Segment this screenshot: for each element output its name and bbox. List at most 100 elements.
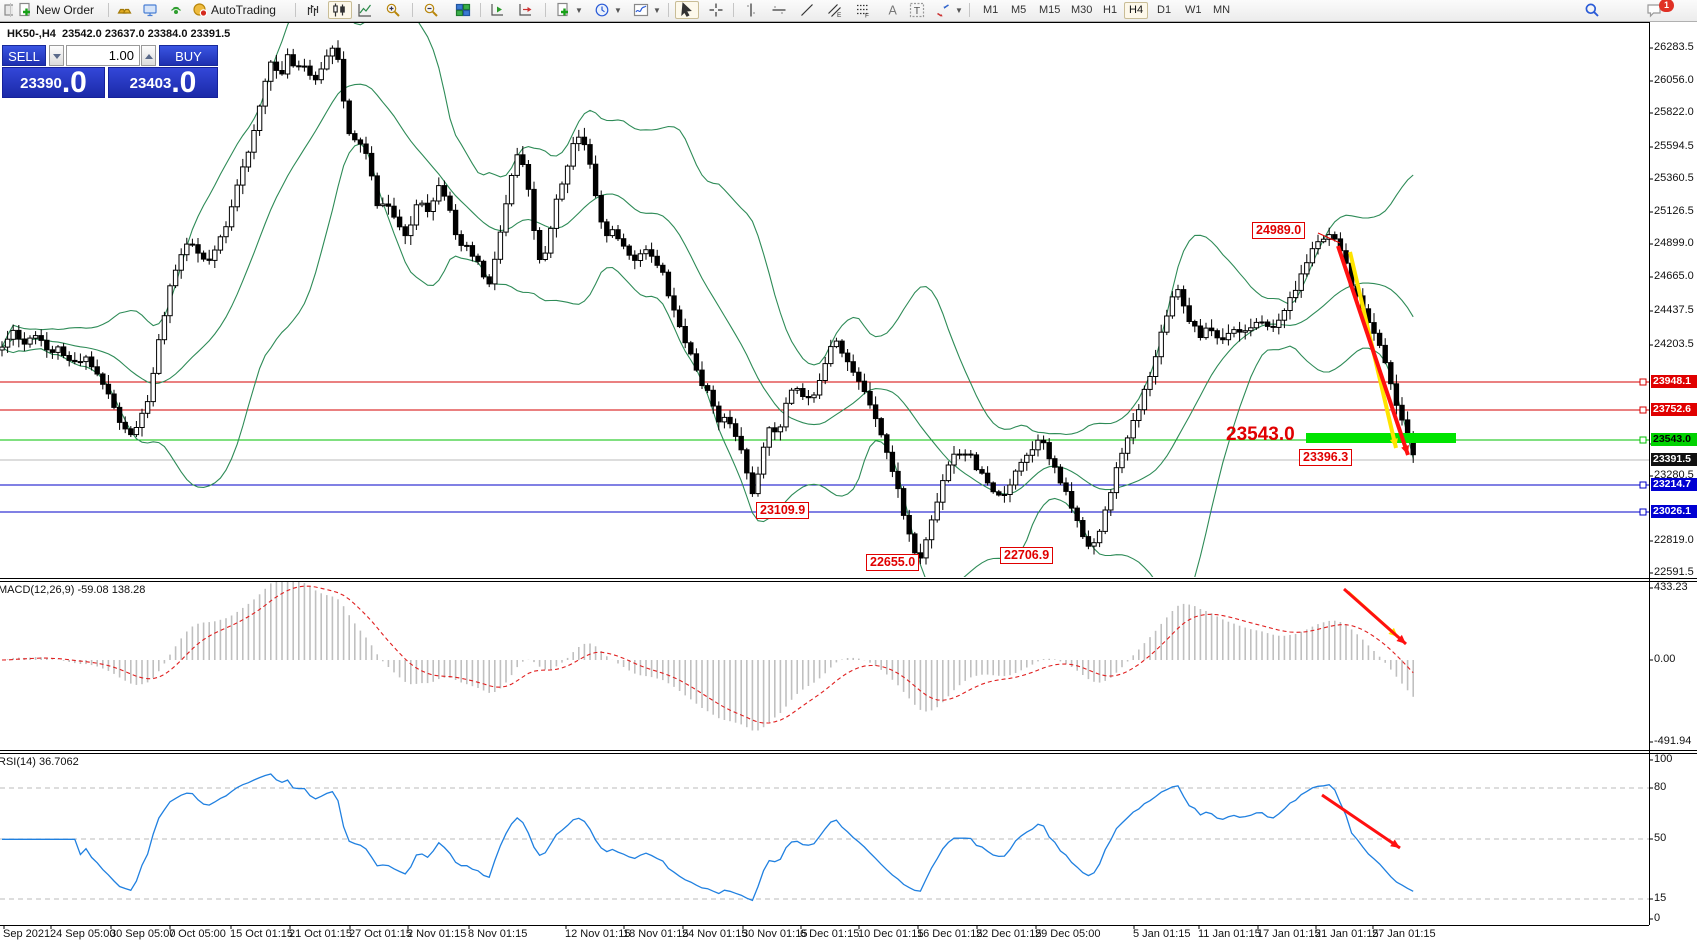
volume-input[interactable] [66,45,140,66]
volume-decrease-button[interactable] [49,45,64,66]
toolbar-separator [733,3,734,17]
indicators-icon [633,2,649,18]
price-axis-tick: 24665.0 [1654,270,1694,282]
trendline-tool[interactable] [796,1,820,19]
fibonacci-icon: F [855,2,871,18]
fibonacci-tool[interactable]: F [852,1,876,19]
signals-icon[interactable] [165,1,187,19]
rsi-axis-tick: 50 [1654,832,1667,844]
rsi-panel [0,773,1649,902]
text-label-icon: T [909,2,925,18]
sell-price-display[interactable]: 23390.0 [2,67,105,98]
timeframe-m30[interactable]: M30 [1071,4,1093,16]
timeframe-m1[interactable]: M1 [983,4,999,16]
price-annotation-box: 23396.3 [1299,449,1353,466]
indicators-button[interactable]: ▼ [630,1,662,19]
time-axis-label: 17 Jan 01:15 [1257,928,1321,940]
bar-chart-icon[interactable] [302,1,326,19]
timeframe-h1[interactable]: H1 [1103,4,1118,16]
arrows-tool[interactable]: ▼ [932,1,964,19]
timeframe-h4[interactable]: H4 [1124,2,1149,19]
price-level-tag: 23543.0 [1651,433,1697,446]
sell-price-main: 23390 [20,75,62,92]
autotrading-button[interactable]: AutoTrading [189,1,289,19]
price-axis-tick: 25126.5 [1654,205,1694,217]
chart-shift-icon[interactable] [515,1,541,19]
buy-price-display[interactable]: 23403.0 [108,67,218,98]
new-template-icon [555,2,571,18]
time-axis-label: 8 Nov 01:15 [468,928,528,940]
chart-title: HK50-,H4 23542.0 23637.0 23384.0 23391.5 [7,28,230,40]
time-axis-label: 10 Dec 01:15 [858,928,924,940]
text-tool[interactable]: A [882,1,904,19]
zoom-out-icon[interactable] [420,1,444,19]
toolbar: New Order AutoTrading ▼ ▼ ▼ E F A T ▼ 1 M1 M5 M15 M30 H… [0,0,1697,22]
crosshair-icon [708,2,724,18]
level-price-annotation: 23543.0 [1226,424,1295,445]
toolbar-separator [545,3,546,17]
search-icon-icon [1584,2,1600,18]
time-axis-label: 2 Nov 01:15 [407,928,467,940]
bar-chart-icon-icon [305,2,321,18]
search-icon[interactable] [1581,1,1605,19]
publish-chart-icon-icon [142,2,158,18]
channel-tool[interactable]: E [824,1,848,19]
toolbar-separator [480,3,481,17]
buy-button[interactable]: BUY [159,45,218,66]
horizontal-line-tool[interactable] [768,1,792,19]
tile-windows-icon[interactable] [452,1,476,19]
vertical-line-tool[interactable] [740,1,764,19]
timeframe-w1[interactable]: W1 [1185,4,1202,16]
deposit-icon[interactable] [113,1,135,19]
time-axis-label: Sep 2021 [3,928,51,940]
price-level-tag: 23391.5 [1651,453,1697,466]
volume-increase-button[interactable] [141,45,156,66]
dropdown-arrow-icon: ▼ [955,5,963,15]
line-chart-icon[interactable] [354,1,378,19]
price-axis-tick: 24203.5 [1654,338,1694,350]
zoom-in-icon[interactable] [382,1,406,19]
price-axis-tick: 26056.0 [1654,74,1694,86]
periods-icon [594,2,610,18]
svg-text:A: A [889,4,898,18]
publish-chart-icon[interactable] [139,1,161,19]
new-template-button[interactable]: ▼ [552,1,584,19]
svg-text:F: F [865,13,869,19]
time-axis-label: 27 Jan 01:15 [1372,928,1436,940]
toolbar-separator [668,3,669,17]
rsi-indicator-label: RSI(14) 36.7062 [0,756,79,768]
crosshair-tool[interactable] [705,1,729,19]
toolbar-separator [108,3,109,17]
cursor-tool[interactable] [675,1,699,19]
price-axis-tick: 25360.5 [1654,172,1694,184]
up-arrow-icon [144,54,153,59]
macd-panel [1,582,1414,731]
price-level-tag: 23752.6 [1651,403,1697,416]
price-level-tag: 23026.1 [1651,505,1697,518]
timeframe-d1[interactable]: D1 [1157,4,1172,16]
time-axis-label: 24 Sep 05:00 [50,928,116,940]
time-axis-label: 18 Nov 01:15 [623,928,689,940]
cursor-icon [678,2,694,18]
new-order-button[interactable]: New Order [14,1,106,19]
chat-button[interactable]: 1 [1643,0,1674,19]
autotrading-icon [192,2,208,18]
sell-button[interactable]: SELL [2,45,46,66]
dropdown-arrow-icon: ▼ [575,5,583,15]
price-annotation-box: 22655.0 [866,554,920,571]
timeframe-mn[interactable]: MN [1213,4,1231,16]
timeframe-m15[interactable]: M15 [1039,4,1061,16]
periods-button[interactable]: ▼ [591,1,623,19]
candlestick-chart-icon[interactable] [328,1,352,19]
time-axis-label: 24 Nov 01:15 [682,928,748,940]
price-axis-tick: 24437.5 [1654,304,1694,316]
tile-windows-icon-icon [455,2,471,18]
time-axis-label: 21 Oct 01:15 [289,928,352,940]
macd-axis-tick: 0.00 [1654,653,1676,665]
text-label-tool[interactable]: T [906,1,930,19]
candlestick-chart-icon-icon [331,2,347,18]
auto-scroll-icon[interactable] [487,1,513,19]
timeframe-m5[interactable]: M5 [1011,4,1027,16]
